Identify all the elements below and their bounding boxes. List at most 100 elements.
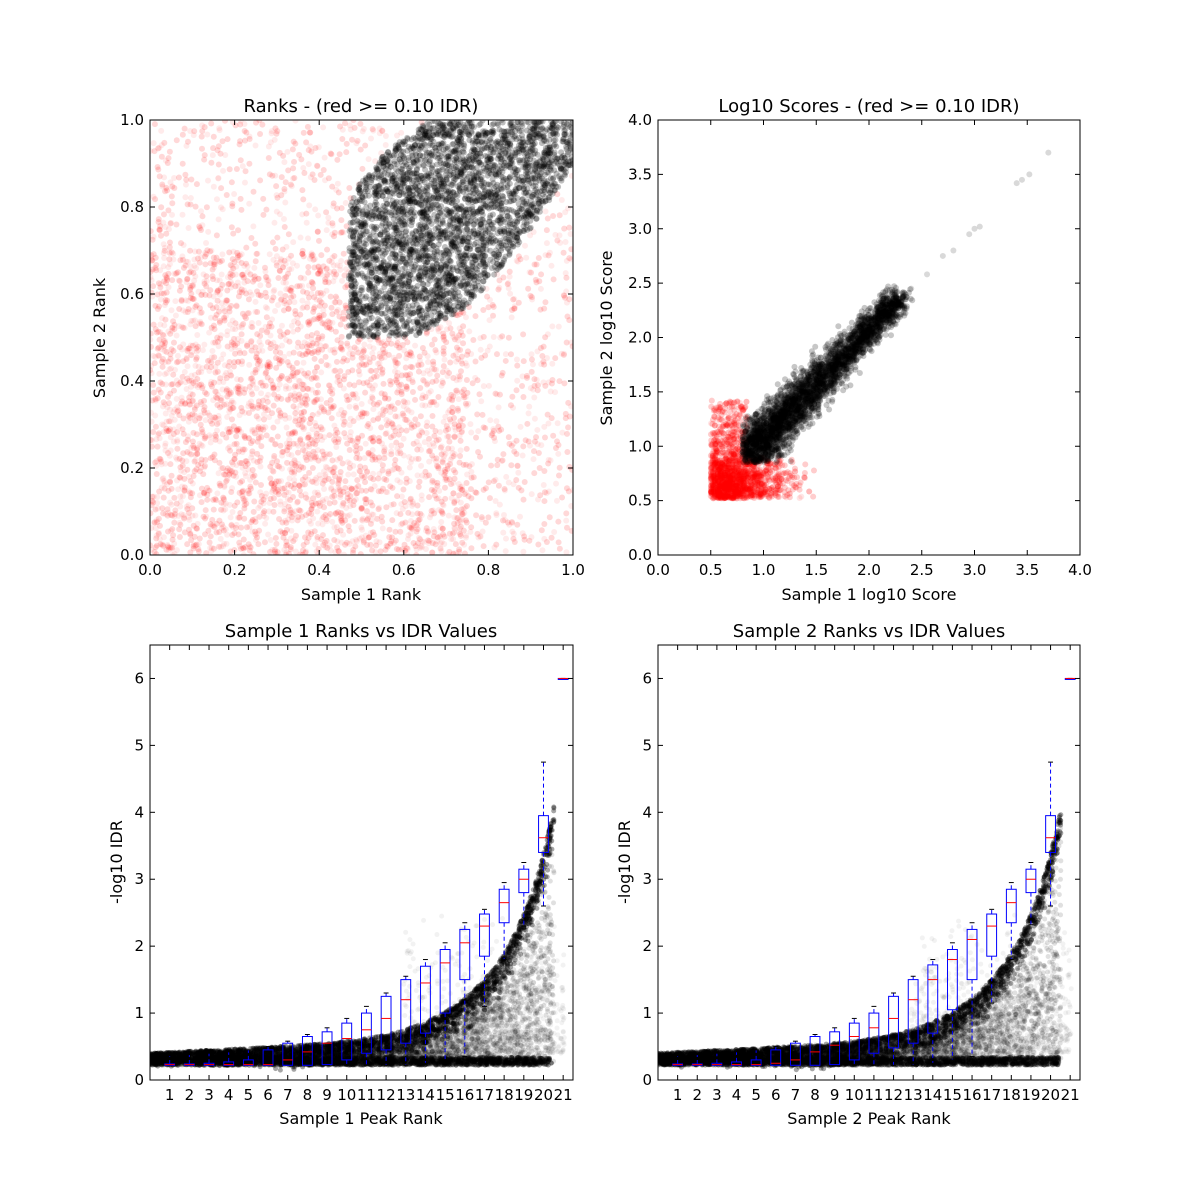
fail-point xyxy=(463,445,470,452)
fail-point xyxy=(455,346,462,353)
fail-point xyxy=(373,538,380,545)
fail-point xyxy=(337,455,344,462)
fail-point xyxy=(304,123,311,130)
fail-point xyxy=(165,509,172,516)
fail-point xyxy=(520,443,527,450)
fail-point xyxy=(191,262,198,269)
fail-point xyxy=(379,462,386,469)
fail-point xyxy=(250,551,257,555)
fail-point xyxy=(255,433,262,440)
fail-point xyxy=(442,450,449,457)
fail-point xyxy=(224,475,231,482)
fail-point xyxy=(370,529,377,536)
fail-point xyxy=(453,334,460,341)
fail-point xyxy=(198,309,205,316)
fail-point xyxy=(175,486,182,493)
fail-point xyxy=(231,191,238,198)
fail-point xyxy=(398,129,405,136)
fail-point xyxy=(388,448,395,455)
fail-point xyxy=(407,349,414,356)
fail-point xyxy=(407,499,414,506)
fail-point xyxy=(286,512,293,519)
fail-point xyxy=(150,140,157,147)
fail-point xyxy=(379,525,386,532)
fail-point xyxy=(300,359,307,366)
fail-point xyxy=(228,399,235,406)
fail-point xyxy=(198,208,205,215)
fail-point xyxy=(219,281,226,288)
fail-point xyxy=(273,259,280,266)
fail-point xyxy=(513,437,520,444)
fail-point xyxy=(514,463,521,470)
fail-point xyxy=(176,423,183,430)
fail-point xyxy=(160,534,167,541)
fail-point xyxy=(285,286,292,293)
fail-point xyxy=(182,181,189,188)
fail-point xyxy=(208,159,215,166)
fail-point xyxy=(183,458,190,465)
fail-point xyxy=(526,403,533,410)
fail-point xyxy=(168,249,175,256)
fail-point xyxy=(211,379,218,386)
fail-point xyxy=(212,431,219,438)
fail-point xyxy=(324,464,331,471)
fail-point xyxy=(172,298,179,305)
fail-point xyxy=(279,246,286,253)
fail-point xyxy=(238,331,245,338)
fail-point xyxy=(197,399,204,406)
fail-point xyxy=(349,136,356,143)
fail-point xyxy=(179,346,186,353)
fail-point xyxy=(510,404,517,411)
fail-point xyxy=(408,421,415,428)
fail-point xyxy=(207,533,214,540)
fail-point xyxy=(517,423,524,430)
fail-point xyxy=(178,298,185,305)
fail-point xyxy=(333,295,340,302)
fail-point xyxy=(418,427,425,434)
fail-point xyxy=(365,534,372,541)
fail-point xyxy=(335,480,342,487)
fail-point xyxy=(451,520,458,527)
fail-point xyxy=(415,483,422,490)
fail-point xyxy=(322,353,329,360)
fail-point xyxy=(404,550,411,555)
fail-point xyxy=(258,498,265,505)
fail-point xyxy=(248,291,255,298)
fail-point xyxy=(150,343,154,350)
fail-point xyxy=(181,514,188,521)
fail-point xyxy=(456,432,463,439)
fail-point xyxy=(325,214,332,221)
fail-point xyxy=(315,270,322,277)
fail-point xyxy=(166,256,173,263)
fail-point xyxy=(295,339,302,346)
fail-point xyxy=(238,524,245,531)
fail-point xyxy=(362,142,369,149)
fail-point xyxy=(285,306,292,313)
fail-point xyxy=(161,174,168,181)
fail-point xyxy=(278,296,285,303)
fail-point xyxy=(298,367,305,374)
fail-point xyxy=(283,489,290,496)
fail-point xyxy=(562,270,569,277)
fail-point xyxy=(203,204,210,211)
fail-point xyxy=(341,430,348,437)
fail-point xyxy=(470,336,477,343)
fail-point xyxy=(414,361,421,368)
fail-point xyxy=(227,368,234,375)
fail-point xyxy=(227,447,234,454)
fail-point xyxy=(429,399,436,406)
fail-point xyxy=(322,544,329,551)
fail-point xyxy=(179,457,186,464)
fail-point xyxy=(293,440,300,447)
fail-point xyxy=(241,179,248,186)
fail-point xyxy=(326,500,333,507)
fail-point xyxy=(513,477,520,484)
fail-point xyxy=(457,373,464,380)
fail-point xyxy=(429,479,436,486)
fail-point xyxy=(358,504,365,511)
fail-point xyxy=(272,534,279,541)
fail-point xyxy=(292,548,299,555)
fail-point xyxy=(359,517,366,524)
fail-point xyxy=(394,340,401,347)
fail-point xyxy=(351,124,358,131)
